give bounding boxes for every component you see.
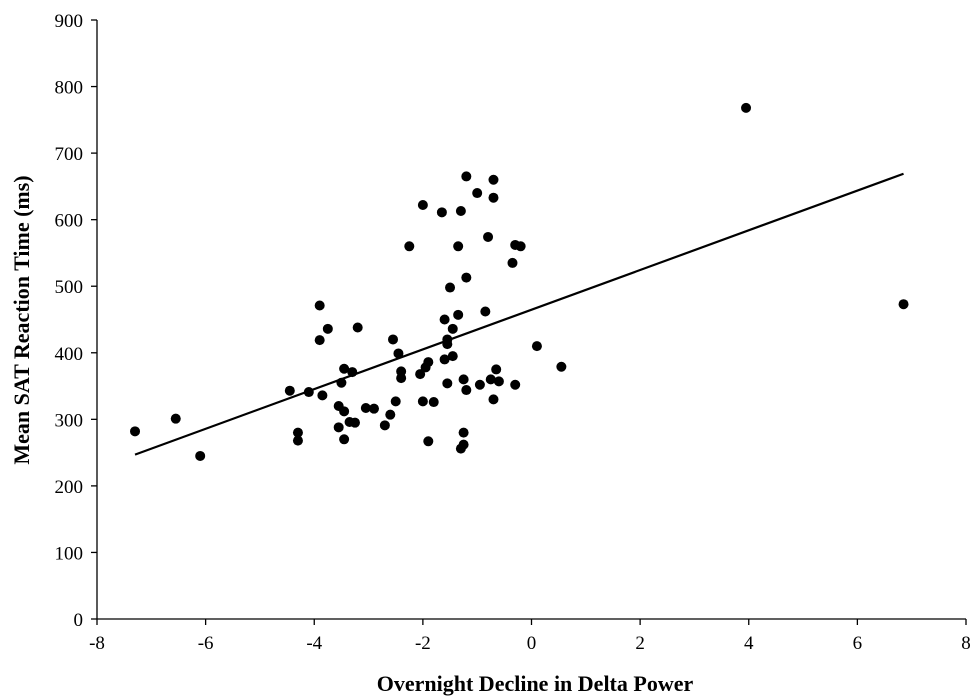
data-point xyxy=(415,369,426,380)
x-tick-label: 2 xyxy=(635,633,645,654)
x-tick-label: -8 xyxy=(89,633,105,654)
data-point xyxy=(474,379,485,390)
data-point xyxy=(461,171,472,182)
data-point xyxy=(393,348,404,359)
data-point xyxy=(428,397,439,408)
x-tick-label: -4 xyxy=(306,633,322,654)
data-point xyxy=(423,357,434,368)
data-point xyxy=(379,420,390,431)
x-axis-ticks: -8 -6 -4 -2 0 2 4 6 8 xyxy=(89,619,971,654)
y-tick-label: 500 xyxy=(55,277,84,298)
data-points xyxy=(130,102,909,461)
data-point xyxy=(488,394,499,405)
data-point xyxy=(485,374,496,385)
y-tick-label: 600 xyxy=(55,211,84,232)
data-point xyxy=(333,422,344,433)
y-tick-label: 900 xyxy=(55,11,84,32)
y-tick-label: 400 xyxy=(55,344,84,365)
data-point xyxy=(458,374,469,385)
data-point xyxy=(453,309,464,320)
y-tick-label: 100 xyxy=(55,543,84,564)
data-point xyxy=(445,282,456,293)
data-point xyxy=(461,385,472,396)
y-tick-label: 0 xyxy=(74,610,84,631)
data-point xyxy=(461,272,472,283)
x-tick-label: 6 xyxy=(853,633,863,654)
y-axis-title: Mean SAT Reaction Time (ms) xyxy=(9,175,34,464)
data-point xyxy=(339,434,350,445)
data-point xyxy=(388,334,399,345)
data-point xyxy=(195,450,206,461)
data-point xyxy=(488,174,499,185)
data-point xyxy=(349,417,360,428)
data-point xyxy=(292,435,303,446)
data-point xyxy=(458,439,469,450)
x-tick-label: 4 xyxy=(744,633,754,654)
y-tick-label: 200 xyxy=(55,477,84,498)
y-tick-label: 800 xyxy=(55,78,84,99)
data-point xyxy=(336,377,347,388)
data-point xyxy=(453,241,464,252)
y-axis-ticks: 0 100 200 300 400 500 600 700 800 900 xyxy=(55,11,97,631)
trendline xyxy=(134,172,904,456)
data-point xyxy=(284,385,295,396)
data-point xyxy=(458,427,469,438)
data-point xyxy=(447,351,458,362)
data-point xyxy=(314,335,325,346)
axes xyxy=(96,20,966,620)
data-point xyxy=(404,241,415,252)
data-point xyxy=(423,436,434,447)
data-point xyxy=(472,188,483,199)
data-point xyxy=(417,396,428,407)
data-point xyxy=(314,300,325,311)
data-point xyxy=(292,427,303,438)
data-point xyxy=(339,363,350,374)
data-point xyxy=(442,378,453,389)
data-point xyxy=(480,306,491,317)
data-point xyxy=(436,207,447,218)
data-point xyxy=(507,257,518,268)
data-point xyxy=(317,390,328,401)
data-point xyxy=(322,323,333,334)
data-point xyxy=(510,379,521,390)
x-tick-label: -6 xyxy=(198,633,214,654)
y-tick-label: 300 xyxy=(55,410,84,431)
data-point xyxy=(439,314,450,325)
data-point xyxy=(170,413,181,424)
data-point xyxy=(368,403,379,414)
data-point xyxy=(352,322,363,333)
x-axis-title: Overnight Decline in Delta Power xyxy=(377,671,694,696)
x-tick-label: 0 xyxy=(527,633,537,654)
data-point xyxy=(442,339,453,350)
data-point xyxy=(390,396,401,407)
data-point xyxy=(531,341,542,352)
data-point xyxy=(491,364,502,375)
data-point xyxy=(417,200,428,211)
data-point xyxy=(339,406,350,417)
data-point xyxy=(483,231,494,242)
trendline-layer xyxy=(134,172,904,456)
data-point xyxy=(455,206,466,217)
y-tick-label: 700 xyxy=(55,144,84,165)
data-point xyxy=(396,373,407,384)
data-point xyxy=(741,102,752,113)
x-tick-label: 8 xyxy=(961,633,971,654)
data-point xyxy=(556,361,567,372)
data-point xyxy=(347,367,358,378)
data-point xyxy=(515,241,526,252)
data-point xyxy=(898,299,909,310)
data-point xyxy=(385,409,396,420)
data-point xyxy=(493,376,504,387)
data-point xyxy=(447,323,458,334)
data-point xyxy=(360,403,371,414)
data-point xyxy=(439,354,450,365)
data-point xyxy=(303,387,314,398)
data-point xyxy=(488,192,499,203)
data-point xyxy=(130,426,141,437)
x-tick-label: -2 xyxy=(415,633,431,654)
